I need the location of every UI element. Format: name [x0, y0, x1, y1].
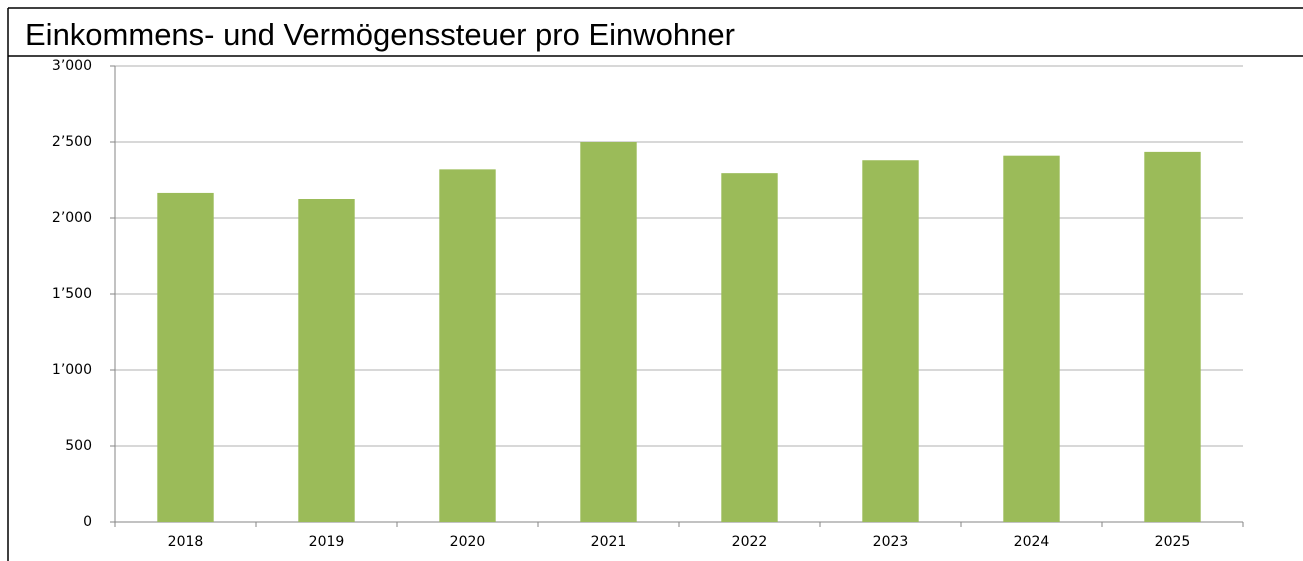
x-tick-label: 2018 [168, 534, 204, 550]
x-tick-label: 2023 [873, 534, 909, 550]
bar [1003, 155, 1060, 522]
bar [439, 169, 496, 523]
y-tick-label: 1’500 [52, 286, 92, 302]
y-tick-label: 1’000 [52, 362, 92, 378]
bar [1144, 151, 1201, 522]
x-tick-label: 2020 [450, 534, 486, 550]
bar [862, 160, 919, 523]
y-tick-label: 0 [83, 514, 92, 530]
chart-title: Einkommens- und Vermögenssteuer pro Einw… [25, 17, 735, 52]
bar [721, 173, 778, 522]
y-tick-label: 3’000 [52, 58, 92, 74]
x-tick-label: 2019 [309, 534, 345, 550]
bar [298, 199, 355, 522]
x-tick-label: 2025 [1155, 534, 1191, 550]
y-tick-label: 2’000 [52, 210, 92, 226]
bar [580, 142, 637, 522]
x-tick-label: 2022 [732, 534, 768, 550]
x-tick-label: 2024 [1014, 534, 1050, 550]
bar [157, 192, 214, 523]
x-tick-label: 2021 [591, 534, 627, 550]
y-tick-label: 500 [65, 438, 92, 454]
y-tick-label: 2’500 [52, 134, 92, 150]
